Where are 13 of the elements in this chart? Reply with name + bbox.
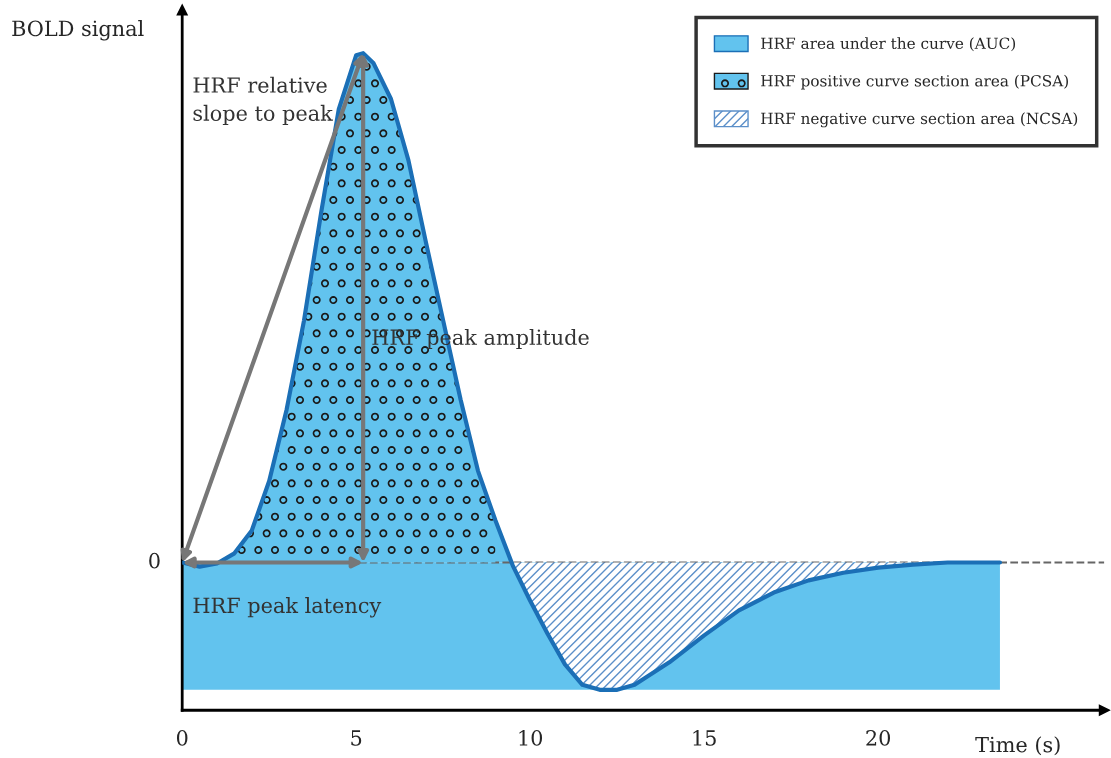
y-axis-title: BOLD signal — [12, 20, 144, 41]
ref-line-label: 0 — [149, 552, 160, 569]
annotation: HRF relative slope to peak — [193, 76, 333, 126]
x-tick-label: 5 — [351, 730, 362, 746]
x-axis-title: Time (s) — [975, 736, 1060, 756]
x-tick-label: 15 — [693, 730, 716, 746]
x-tick-label: 10 — [519, 730, 543, 746]
legend-label: HRF negative curve section area (NCSA) — [761, 112, 1078, 128]
legend-label: HRF positive curve section area (PCSA) — [761, 74, 1068, 90]
annotation: HRF peak latency — [193, 597, 382, 618]
x-tick-label: 20 — [866, 730, 891, 746]
legend-label: HRF area under the curve (AUC) — [761, 37, 1016, 52]
x-tick-label: 0 — [176, 730, 188, 746]
